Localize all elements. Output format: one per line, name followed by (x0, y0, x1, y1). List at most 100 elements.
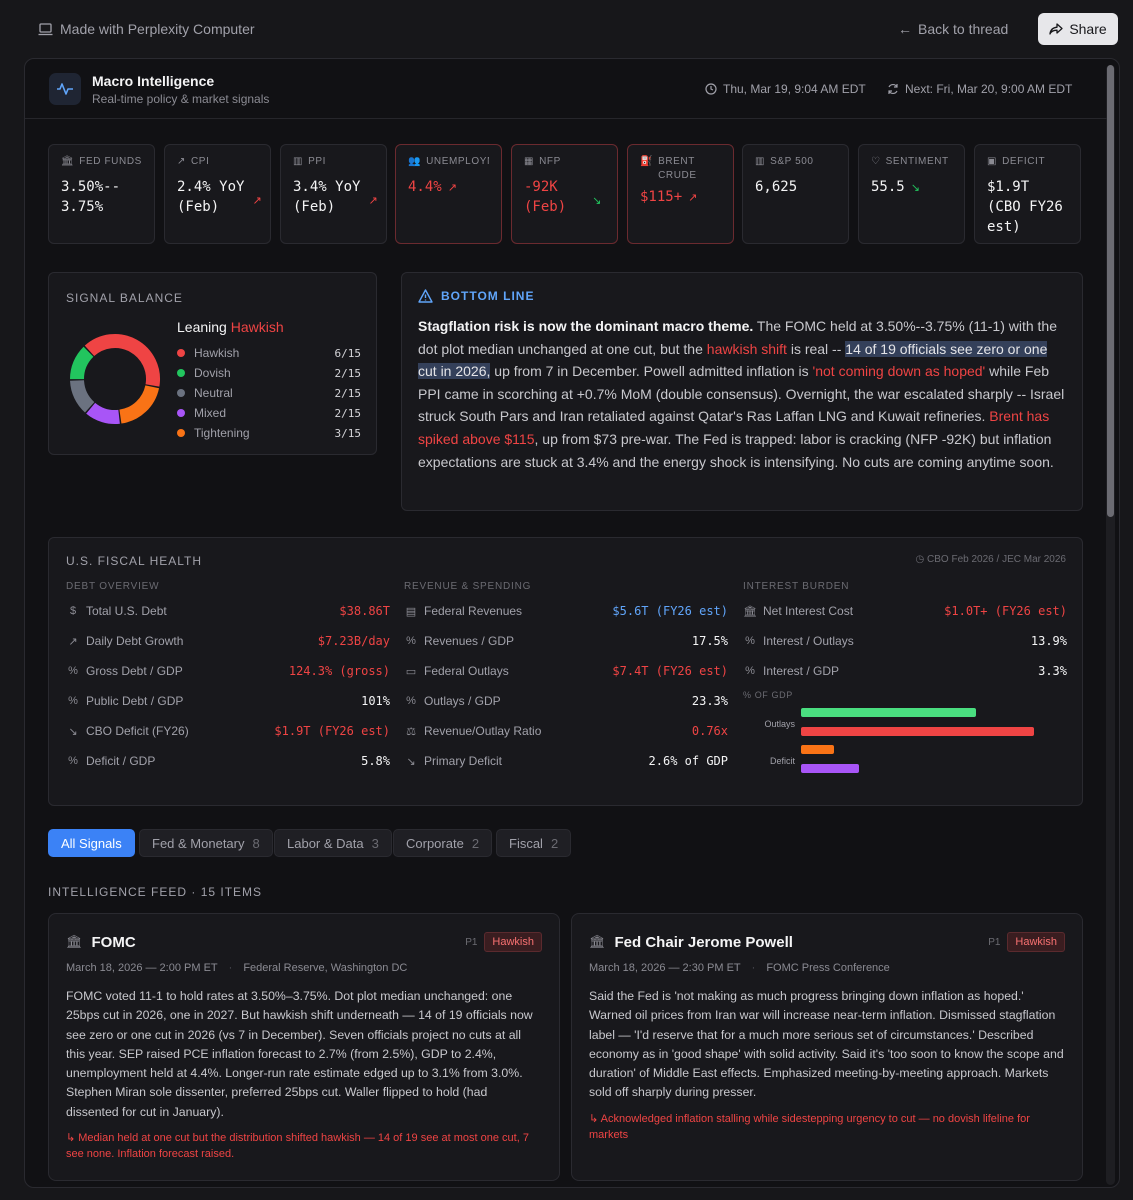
interest-burden-column: INTEREST BURDEN 🏛 Net Interest Cost $1.0T+… (743, 581, 1067, 780)
text-segment: is real -- (786, 340, 846, 357)
donut-slice-neutral (70, 379, 95, 413)
leaning-value: Hawkish (230, 319, 284, 335)
arrow-left-icon: ← (898, 21, 912, 37)
fiscal-row-value: $5.6T (FY26 est) (612, 604, 728, 618)
laptop-icon (38, 22, 53, 35)
fiscal-row-label: Interest / Outlays (763, 634, 854, 648)
bank-icon: 🏛 (743, 605, 757, 618)
metric-label: DEFICIT (1002, 156, 1046, 167)
top-bar: Made with Perplexity Computer ← Back to … (0, 0, 1133, 58)
back-to-thread-link[interactable]: ← Back to thread (898, 21, 1008, 37)
users-icon: 👥 (408, 156, 422, 167)
bottom-line-text: Stagflation risk is now the dominant mac… (418, 315, 1066, 473)
share-button[interactable]: Share (1038, 13, 1118, 45)
priority-label: P1 (465, 936, 478, 948)
metric-cpi[interactable]: ↗ CPI 2.4% YoY (Feb) ↗ (164, 144, 271, 244)
donut-slice-dovish (70, 346, 94, 380)
timestamp-text: Thu, Mar 19, 9:04 AM EDT (723, 82, 866, 96)
scrollbar-thumb[interactable] (1107, 65, 1114, 517)
fiscal-row-value: 2.6% of GDP (648, 754, 728, 768)
metric-value: 2.4% YoY (Feb) (177, 179, 245, 215)
fuel-icon: ⛽ (640, 156, 654, 167)
text-segment: up from 7 in December. Powell admitted i… (490, 363, 813, 380)
activity-icon (49, 73, 81, 105)
signal-legend: Hawkish 6/15 Dovish 2/15 Neutral 2/15 Mixed 2/1… (177, 343, 361, 443)
fiscal-row: % Gross Debt / GDP 124.3% (gross) (66, 656, 390, 686)
fiscal-row-label: Total U.S. Debt (86, 604, 167, 618)
fiscal-row-label: Outlays / GDP (424, 694, 501, 708)
fiscal-row: % Interest / Outlays 13.9% (743, 626, 1067, 656)
fiscal-row: % Public Debt / GDP 101% (66, 686, 390, 716)
metric-deficit[interactable]: ▣ DEFICIT $1.9T (CBO FY26 est) (974, 144, 1081, 244)
bank-icon: 🏛 (61, 156, 75, 167)
filter-fiscal[interactable]: Fiscal 2 (496, 829, 572, 857)
bar-chart-icon: ▥ (293, 156, 304, 167)
feed-card-fomc[interactable]: 🏛 FOMC P1 Hawkish March 18, 2026 — 2:00 … (48, 913, 560, 1181)
donut-slice-hawkish (84, 334, 160, 387)
metric-brent-crude[interactable]: ⛽ BRENT CRUDE $115+ ↗ (627, 144, 734, 244)
donut-slice-mixed (86, 402, 120, 424)
bottom-line-title: BOTTOM LINE (441, 289, 535, 303)
signal-balance-card: SIGNAL BALANCE Leaning Hawkish Hawkish 6/… (48, 272, 377, 455)
trend-up-icon: ↗ (68, 635, 78, 648)
fiscal-row-label: Gross Debt / GDP (86, 664, 183, 678)
app-subtitle: Real-time policy & market signals (92, 92, 270, 106)
metric-sentiment[interactable]: ♡ SENTIMENT 55.5 ↘ (858, 144, 965, 244)
receipt-icon: ▤ (405, 605, 417, 618)
filter-labor-data[interactable]: Labor & Data 3 (274, 829, 392, 857)
fiscal-row-label: Net Interest Cost (763, 604, 854, 618)
gdp-bar (801, 763, 859, 773)
filter-fed-monetary[interactable]: Fed & Monetary 8 (139, 829, 273, 857)
fiscal-row: % Outlays / GDP 23.3% (404, 686, 728, 716)
metric-label: UNEMPLOYMENT (426, 156, 489, 167)
card-date: March 18, 2026 — 2:00 PM ET (66, 962, 218, 974)
metric-value: $1.9T (CBO FY26 est) (987, 179, 1063, 235)
filter-count: 2 (550, 835, 559, 851)
scrollbar[interactable] (1106, 65, 1115, 1185)
fiscal-row-label: Revenues / GDP (424, 634, 515, 648)
trend-down-icon: ↘ (68, 725, 78, 738)
fiscal-row: % Interest / GDP 3.3% (743, 656, 1067, 686)
fiscal-row-label: Interest / GDP (763, 664, 840, 678)
stance-badge: Hawkish (1007, 932, 1065, 952)
metric-fed-funds[interactable]: 🏛 FED FUNDS 3.50%-- 3.75% (48, 144, 155, 244)
filter-count: 3 (371, 835, 379, 851)
feed-card-powell[interactable]: 🏛 Fed Chair Jerome Powell P1 Hawkish Mar… (571, 913, 1083, 1181)
fiscal-row-label: Federal Revenues (424, 604, 523, 618)
next-update-text: Next: Fri, Mar 20, 9:00 AM EDT (905, 82, 1073, 96)
fiscal-row: ↘ Primary Deficit 2.6% of GDP (404, 746, 728, 776)
fiscal-row: 🏛 Net Interest Cost $1.0T+ (FY26 est) (743, 596, 1067, 626)
filter-corporate[interactable]: Corporate 2 (393, 829, 493, 857)
made-with-label[interactable]: Made with Perplexity Computer (38, 21, 255, 37)
percent-icon: % (745, 635, 755, 647)
trend-down-icon: ↘ (910, 181, 920, 194)
metric-nfp[interactable]: ▦ NFP -92K (Feb) ↘ (511, 144, 618, 244)
percent-icon: % (68, 665, 78, 677)
share-icon (1049, 23, 1063, 35)
metric-label: CPI (190, 156, 210, 167)
next-update: Next: Fri, Mar 20, 9:00 AM EDT (887, 82, 1072, 96)
trend-down-icon: ↘ (406, 755, 416, 768)
fiscal-title: U.S. FISCAL HEALTH (66, 554, 203, 568)
fiscal-row: ▤ Federal Revenues $5.6T (FY26 est) (404, 596, 728, 626)
legend-label: Hawkish (194, 346, 240, 360)
scale-icon: ⚖ (406, 725, 416, 738)
heart-icon: ♡ (871, 156, 881, 167)
metric-ppi[interactable]: ▥ PPI 3.4% YoY (Feb) ↗ (280, 144, 387, 244)
metric-unemployment[interactable]: 👥 UNEMPLOYMENT 4.4% ↗ (395, 144, 502, 244)
feed-title: INTELLIGENCE FEED · 15 ITEMS (48, 885, 263, 899)
metric-label: SENTIMENT (885, 156, 949, 167)
debt-overview-column: DEBT OVERVIEW $ Total U.S. Debt $38.86T ↗ Da… (66, 581, 390, 776)
app-title: Macro Intelligence (92, 73, 215, 89)
fiscal-row-value: 5.8% (361, 754, 390, 768)
clock-icon: ◷ (915, 554, 928, 565)
legend-item: Hawkish 6/15 (177, 343, 361, 363)
metric-value: -92K (Feb) (524, 179, 567, 215)
fiscal-row: ⚖ Revenue/Outlay Ratio 0.76x (404, 716, 728, 746)
dollar-icon: $ (69, 605, 77, 617)
main-panel: Macro Intelligence Real-time policy & ma… (24, 58, 1120, 1188)
panel-header: Macro Intelligence Real-time policy & ma… (25, 59, 1107, 119)
metric-sp500[interactable]: ▥ S&P 500 6,625 (742, 144, 849, 244)
filter-all-signals[interactable]: All Signals (48, 829, 135, 857)
filter-label: Labor & Data (287, 835, 364, 851)
